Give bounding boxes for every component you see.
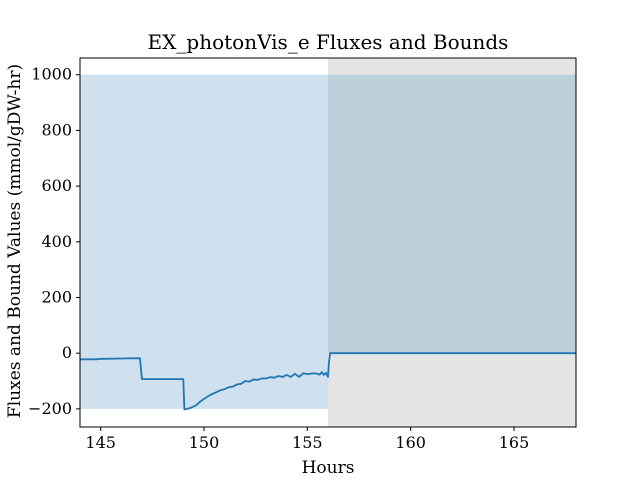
chart-title: EX_photonVis_e Fluxes and Bounds <box>148 30 509 54</box>
y-axis-label: Fluxes and Bound Values (mmol/gDW-hr) <box>5 64 25 418</box>
y-tick-label: −200 <box>28 399 72 418</box>
x-axis-label: Hours <box>302 458 355 478</box>
y-tick-label: 600 <box>41 176 72 195</box>
flux-series-line <box>80 352 576 411</box>
plot-frame <box>79 57 577 428</box>
x-axis-ticks: 145 150 155 160 165 <box>85 427 529 452</box>
x-tick-label: 155 <box>292 433 323 452</box>
y-tick-label: 200 <box>41 288 72 307</box>
bands-layer <box>80 58 576 427</box>
x-tick-label: 160 <box>395 433 426 452</box>
y-tick-label: 800 <box>41 120 72 139</box>
overlap-shaded-region <box>328 74 576 354</box>
x-tick-label: 165 <box>499 433 530 452</box>
x-tick-label: 150 <box>189 433 220 452</box>
y-tick-label: 400 <box>41 232 72 251</box>
bounds-band <box>80 74 328 409</box>
x-tick-label: 145 <box>85 433 116 452</box>
line-layer <box>80 352 576 411</box>
y-axis-ticks: −200 0 200 400 600 800 1000 <box>28 65 80 418</box>
y-tick-label: 0 <box>62 343 72 362</box>
y-tick-label: 1000 <box>31 65 72 84</box>
